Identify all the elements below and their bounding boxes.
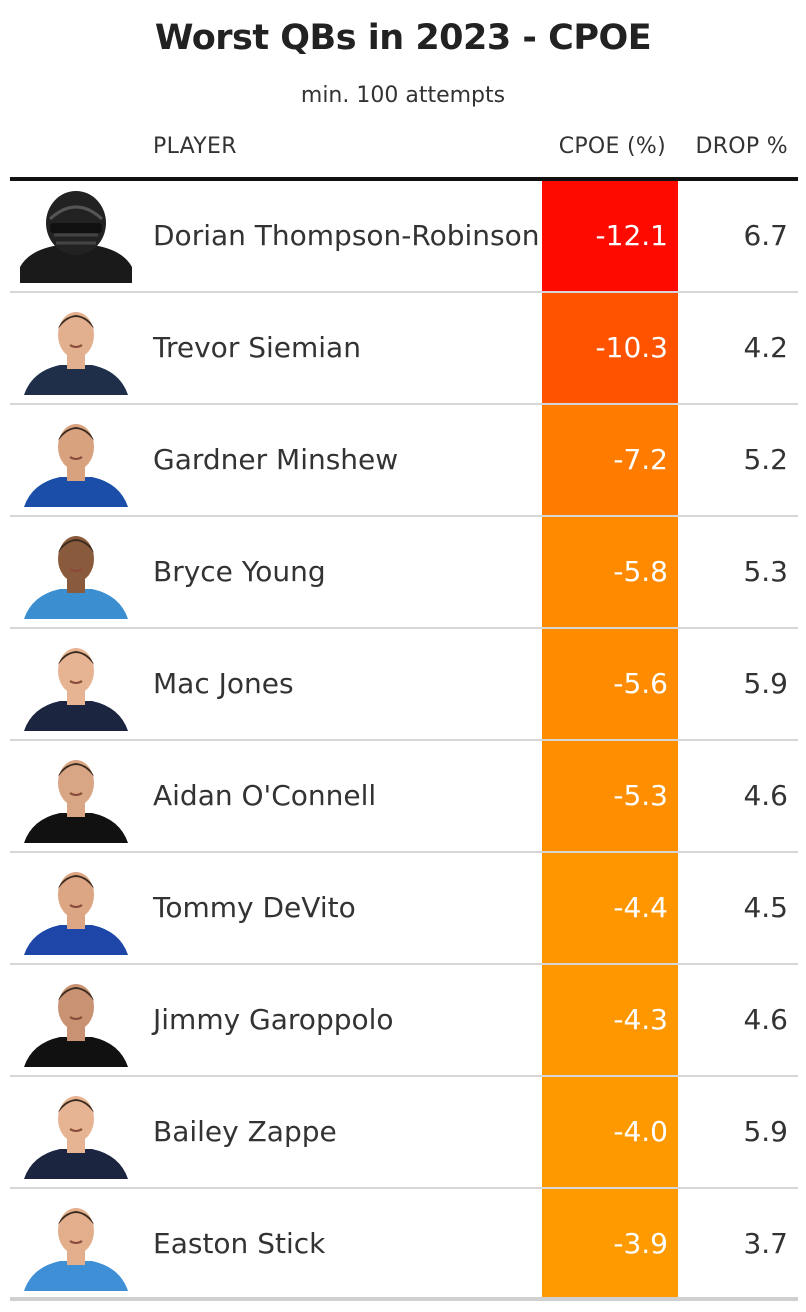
player-headshot — [20, 1085, 132, 1179]
column-header-cpoe: CPOE (%) — [558, 134, 666, 159]
chart-title: Worst QBs in 2023 - CPOE — [154, 18, 652, 58]
player-headshot — [20, 749, 132, 843]
drop-value: 4.2 — [743, 331, 788, 364]
player-headshot — [20, 1197, 132, 1291]
cpoe-cell: -4.4 — [542, 853, 678, 963]
player-name: Jimmy Garoppolo — [153, 1003, 394, 1036]
drop-value: 5.3 — [743, 555, 788, 588]
cpoe-cell: -12.1 — [542, 181, 678, 291]
drop-value: 4.6 — [743, 779, 788, 812]
player-headshot — [20, 861, 132, 955]
header-rule — [10, 177, 798, 181]
table-row: Aidan O'Connell -5.3 4.6 — [10, 741, 798, 853]
cpoe-cell: -3.9 — [542, 1189, 678, 1297]
column-header-drop: DROP % — [695, 134, 788, 159]
player-name: Trevor Siemian — [153, 331, 361, 364]
table-row: Mac Jones -5.6 5.9 — [10, 629, 798, 741]
table-row: Trevor Siemian -10.3 4.2 — [10, 293, 798, 405]
cpoe-value: -12.1 — [595, 219, 668, 252]
player-name: Dorian Thompson-Robinson — [153, 219, 540, 252]
player-headshot — [20, 189, 132, 283]
player-name: Bailey Zappe — [153, 1115, 337, 1148]
cpoe-cell: -4.3 — [542, 965, 678, 1075]
drop-value: 4.5 — [743, 891, 788, 924]
cpoe-value: -5.3 — [613, 779, 668, 812]
player-name: Mac Jones — [153, 667, 294, 700]
player-name: Gardner Minshew — [153, 443, 399, 476]
player-name: Easton Stick — [153, 1227, 326, 1260]
table-row: Gardner Minshew -7.2 5.2 — [10, 405, 798, 517]
cpoe-value: -4.3 — [613, 1003, 668, 1036]
cpoe-value: -10.3 — [595, 331, 668, 364]
table-row: Easton Stick -3.9 3.7 — [10, 1189, 798, 1301]
cpoe-value: -5.8 — [613, 555, 668, 588]
cpoe-cell: -10.3 — [542, 293, 678, 403]
player-headshot — [20, 637, 132, 731]
player-headshot — [20, 525, 132, 619]
cpoe-cell: -4.0 — [542, 1077, 678, 1187]
cpoe-value: -3.9 — [613, 1227, 668, 1260]
cpoe-value: -7.2 — [613, 443, 668, 476]
chart-subtitle: min. 100 attempts — [300, 83, 506, 108]
table-row: Bryce Young -5.8 5.3 — [10, 517, 798, 629]
table-row: Jimmy Garoppolo -4.3 4.6 — [10, 965, 798, 1077]
cpoe-cell: -7.2 — [542, 405, 678, 515]
table-row: Bailey Zappe -4.0 5.9 — [10, 1077, 798, 1189]
player-headshot — [20, 973, 132, 1067]
player-name: Aidan O'Connell — [153, 779, 377, 812]
cpoe-value: -5.6 — [613, 667, 668, 700]
column-header-player: PLAYER — [153, 134, 237, 159]
drop-value: 5.9 — [743, 1115, 788, 1148]
cpoe-cell: -5.6 — [542, 629, 678, 739]
drop-value: 3.7 — [743, 1227, 788, 1260]
drop-value: 5.2 — [743, 443, 788, 476]
cpoe-value: -4.0 — [613, 1115, 668, 1148]
drop-value: 6.7 — [743, 219, 788, 252]
table-row: Dorian Thompson-Robinson -12.1 6.7 — [10, 181, 798, 293]
drop-value: 5.9 — [743, 667, 788, 700]
drop-value: 4.6 — [743, 1003, 788, 1036]
table-row: Tommy DeVito -4.4 4.5 — [10, 853, 798, 965]
cpoe-cell: -5.8 — [542, 517, 678, 627]
cpoe-value: -4.4 — [613, 891, 668, 924]
player-headshot — [20, 413, 132, 507]
player-name: Bryce Young — [153, 555, 326, 588]
cpoe-cell: -5.3 — [542, 741, 678, 851]
player-name: Tommy DeVito — [153, 891, 356, 924]
table-body: Dorian Thompson-Robinson -12.1 6.7 Trevor S… — [10, 181, 798, 1301]
player-headshot — [20, 301, 132, 395]
